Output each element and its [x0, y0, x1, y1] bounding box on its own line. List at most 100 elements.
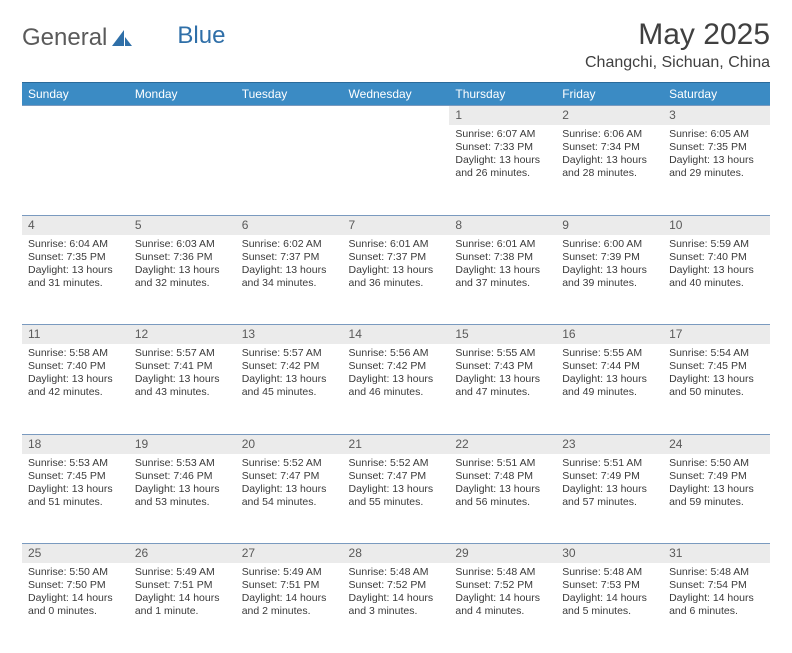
header: General Blue May 2025 Changchi, Sichuan,…: [22, 18, 770, 72]
sunrise-text: Sunrise: 5:48 AM: [669, 566, 764, 579]
day-detail-cell: Sunrise: 5:48 AMSunset: 7:54 PMDaylight:…: [663, 563, 770, 653]
day-number-cell: 17: [663, 325, 770, 345]
daylight-text: Daylight: 13 hours and 57 minutes.: [562, 483, 657, 509]
daylight-text: Daylight: 13 hours and 47 minutes.: [455, 373, 550, 399]
sunrise-text: Sunrise: 5:57 AM: [135, 347, 230, 360]
detail-row: Sunrise: 5:58 AMSunset: 7:40 PMDaylight:…: [22, 344, 770, 434]
daylight-text: Daylight: 13 hours and 40 minutes.: [669, 264, 764, 290]
day-detail-cell: [22, 125, 129, 215]
daylight-text: Daylight: 13 hours and 34 minutes.: [242, 264, 337, 290]
day-detail-cell: Sunrise: 6:04 AMSunset: 7:35 PMDaylight:…: [22, 235, 129, 325]
sunrise-text: Sunrise: 5:48 AM: [455, 566, 550, 579]
day-detail-cell: Sunrise: 5:53 AMSunset: 7:46 PMDaylight:…: [129, 454, 236, 544]
daylight-text: Daylight: 13 hours and 53 minutes.: [135, 483, 230, 509]
day-detail-cell: Sunrise: 6:01 AMSunset: 7:38 PMDaylight:…: [449, 235, 556, 325]
day-number-cell: 10: [663, 215, 770, 235]
day-detail-cell: Sunrise: 6:03 AMSunset: 7:36 PMDaylight:…: [129, 235, 236, 325]
weekday-header: Sunday: [22, 83, 129, 106]
sunrise-text: Sunrise: 5:51 AM: [562, 457, 657, 470]
sunset-text: Sunset: 7:44 PM: [562, 360, 657, 373]
sunrise-text: Sunrise: 6:01 AM: [455, 238, 550, 251]
day-number-cell: 15: [449, 325, 556, 345]
logo: General Blue: [22, 18, 225, 52]
day-detail-cell: Sunrise: 5:58 AMSunset: 7:40 PMDaylight:…: [22, 344, 129, 434]
sunrise-text: Sunrise: 5:53 AM: [135, 457, 230, 470]
day-detail-cell: Sunrise: 5:48 AMSunset: 7:52 PMDaylight:…: [449, 563, 556, 653]
day-detail-cell: Sunrise: 6:05 AMSunset: 7:35 PMDaylight:…: [663, 125, 770, 215]
daynum-row: 45678910: [22, 215, 770, 235]
sunrise-text: Sunrise: 6:03 AM: [135, 238, 230, 251]
logo-text-b: Blue: [177, 22, 225, 50]
sunset-text: Sunset: 7:47 PM: [242, 470, 337, 483]
daylight-text: Daylight: 13 hours and 51 minutes.: [28, 483, 123, 509]
daylight-text: Daylight: 13 hours and 28 minutes.: [562, 154, 657, 180]
sunrise-text: Sunrise: 5:52 AM: [242, 457, 337, 470]
daylight-text: Daylight: 13 hours and 49 minutes.: [562, 373, 657, 399]
detail-row: Sunrise: 6:04 AMSunset: 7:35 PMDaylight:…: [22, 235, 770, 325]
daylight-text: Daylight: 13 hours and 43 minutes.: [135, 373, 230, 399]
day-detail-cell: [343, 125, 450, 215]
day-detail-cell: Sunrise: 5:57 AMSunset: 7:42 PMDaylight:…: [236, 344, 343, 434]
day-detail-cell: Sunrise: 5:55 AMSunset: 7:44 PMDaylight:…: [556, 344, 663, 434]
month-title: May 2025: [585, 18, 770, 52]
sunset-text: Sunset: 7:45 PM: [28, 470, 123, 483]
sunset-text: Sunset: 7:35 PM: [669, 141, 764, 154]
day-detail-cell: [236, 125, 343, 215]
sunset-text: Sunset: 7:33 PM: [455, 141, 550, 154]
calendar-body: 123Sunrise: 6:07 AMSunset: 7:33 PMDaylig…: [22, 106, 770, 653]
day-detail-cell: Sunrise: 5:52 AMSunset: 7:47 PMDaylight:…: [236, 454, 343, 544]
day-number-cell: 6: [236, 215, 343, 235]
day-number-cell: 3: [663, 106, 770, 126]
daylight-text: Daylight: 14 hours and 0 minutes.: [28, 592, 123, 618]
detail-row: Sunrise: 5:50 AMSunset: 7:50 PMDaylight:…: [22, 563, 770, 653]
day-number-cell: 7: [343, 215, 450, 235]
sunset-text: Sunset: 7:50 PM: [28, 579, 123, 592]
day-detail-cell: Sunrise: 5:53 AMSunset: 7:45 PMDaylight:…: [22, 454, 129, 544]
sunrise-text: Sunrise: 5:53 AM: [28, 457, 123, 470]
sunrise-text: Sunrise: 5:59 AM: [669, 238, 764, 251]
sunset-text: Sunset: 7:49 PM: [562, 470, 657, 483]
daynum-row: 18192021222324: [22, 434, 770, 454]
sunset-text: Sunset: 7:36 PM: [135, 251, 230, 264]
sunrise-text: Sunrise: 5:49 AM: [242, 566, 337, 579]
day-detail-cell: Sunrise: 5:57 AMSunset: 7:41 PMDaylight:…: [129, 344, 236, 434]
day-number-cell: 24: [663, 434, 770, 454]
weekday-header: Friday: [556, 83, 663, 106]
sunrise-text: Sunrise: 6:06 AM: [562, 128, 657, 141]
day-number-cell: 23: [556, 434, 663, 454]
sunrise-text: Sunrise: 6:01 AM: [349, 238, 444, 251]
calendar-table: SundayMondayTuesdayWednesdayThursdayFrid…: [22, 82, 770, 653]
sunset-text: Sunset: 7:45 PM: [669, 360, 764, 373]
daynum-row: 123: [22, 106, 770, 126]
sunrise-text: Sunrise: 5:52 AM: [349, 457, 444, 470]
day-number-cell: 27: [236, 544, 343, 564]
day-number-cell: 9: [556, 215, 663, 235]
sunrise-text: Sunrise: 5:54 AM: [669, 347, 764, 360]
day-number-cell: 5: [129, 215, 236, 235]
day-detail-cell: [129, 125, 236, 215]
sunset-text: Sunset: 7:43 PM: [455, 360, 550, 373]
daylight-text: Daylight: 13 hours and 37 minutes.: [455, 264, 550, 290]
day-detail-cell: Sunrise: 5:49 AMSunset: 7:51 PMDaylight:…: [236, 563, 343, 653]
day-number-cell: 21: [343, 434, 450, 454]
sunset-text: Sunset: 7:37 PM: [242, 251, 337, 264]
day-detail-cell: Sunrise: 6:00 AMSunset: 7:39 PMDaylight:…: [556, 235, 663, 325]
day-detail-cell: Sunrise: 6:07 AMSunset: 7:33 PMDaylight:…: [449, 125, 556, 215]
day-number-cell: 30: [556, 544, 663, 564]
sunset-text: Sunset: 7:35 PM: [28, 251, 123, 264]
sunrise-text: Sunrise: 5:57 AM: [242, 347, 337, 360]
day-number-cell: [343, 106, 450, 126]
sunset-text: Sunset: 7:49 PM: [669, 470, 764, 483]
sunrise-text: Sunrise: 5:50 AM: [669, 457, 764, 470]
weekday-header: Wednesday: [343, 83, 450, 106]
daylight-text: Daylight: 13 hours and 36 minutes.: [349, 264, 444, 290]
day-detail-cell: Sunrise: 5:48 AMSunset: 7:52 PMDaylight:…: [343, 563, 450, 653]
sunrise-text: Sunrise: 5:55 AM: [455, 347, 550, 360]
daylight-text: Daylight: 14 hours and 3 minutes.: [349, 592, 444, 618]
daylight-text: Daylight: 13 hours and 29 minutes.: [669, 154, 764, 180]
sunrise-text: Sunrise: 6:05 AM: [669, 128, 764, 141]
day-detail-cell: Sunrise: 5:50 AMSunset: 7:49 PMDaylight:…: [663, 454, 770, 544]
sunset-text: Sunset: 7:48 PM: [455, 470, 550, 483]
day-number-cell: [129, 106, 236, 126]
sunset-text: Sunset: 7:52 PM: [349, 579, 444, 592]
